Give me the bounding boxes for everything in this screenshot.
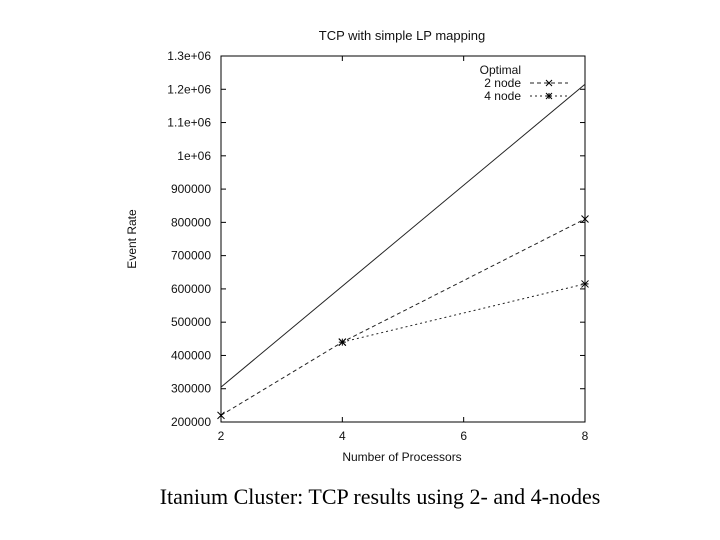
data-point-marker <box>581 215 589 223</box>
series-line <box>342 283 586 343</box>
plot-area-frame <box>220 55 586 423</box>
legend-label: 2 node <box>484 76 521 90</box>
y-tick-label: 1.3e+06 <box>167 49 211 63</box>
legend-label: 4 node <box>484 89 521 103</box>
chart-title: TCP with simple LP mapping <box>319 28 485 43</box>
y-tick-label: 700000 <box>171 249 211 263</box>
y-tick-label: 400000 <box>171 348 211 362</box>
data-point-marker <box>217 411 225 420</box>
series-optimal <box>220 83 586 388</box>
series-line <box>220 83 586 388</box>
y-tick-label: 1.1e+06 <box>167 116 211 130</box>
y-tick-label: 300000 <box>171 382 211 396</box>
line-chart: TCP with simple LP mapping Event Rate Nu… <box>125 28 589 464</box>
x-tick-label: 4 <box>339 429 346 443</box>
axis-ticks: 200000 300000 400000 500000 600000 700000 8000… <box>167 49 588 443</box>
x-tick-label: 8 <box>582 429 589 443</box>
series-4-node <box>338 280 589 346</box>
x-axis-label: Number of Processors <box>342 450 461 464</box>
series-layer <box>217 83 589 420</box>
y-tick-label: 1.2e+06 <box>167 82 211 96</box>
y-tick-label: 1e+06 <box>177 149 211 163</box>
slide-caption: Itanium Cluster: TCP results using 2- an… <box>159 484 601 509</box>
y-tick-label: 900000 <box>171 182 211 196</box>
legend-label: Optimal <box>480 63 521 77</box>
y-tick-label: 500000 <box>171 315 211 329</box>
y-tick-label: 800000 <box>171 215 211 229</box>
series-2-node <box>217 215 589 420</box>
x-tick-label: 2 <box>218 429 225 443</box>
y-tick-label: 200000 <box>171 415 211 429</box>
series-line <box>220 218 586 416</box>
x-tick-label: 6 <box>460 429 467 443</box>
data-point-marker <box>545 79 553 87</box>
y-tick-label: 600000 <box>171 282 211 296</box>
y-axis-label: Event Rate <box>125 209 139 269</box>
